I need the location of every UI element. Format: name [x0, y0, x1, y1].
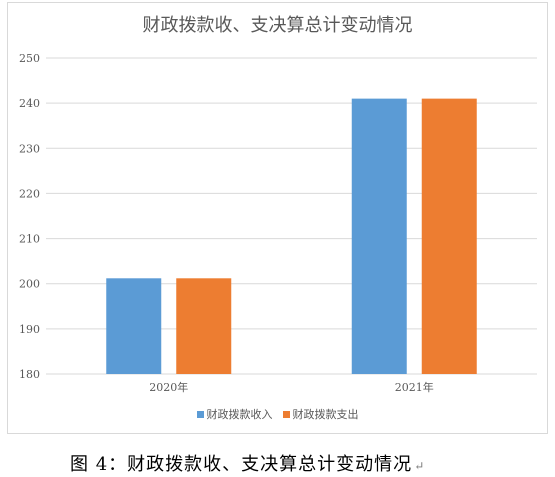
- legend-item: 财政拨款收入: [196, 406, 273, 422]
- bar-income-1: [106, 278, 162, 374]
- paragraph-mark-icon: ↵: [414, 459, 426, 473]
- y-tick-label: 250: [19, 52, 40, 65]
- bar-expense-2: [421, 98, 477, 374]
- y-tick-label: 220: [19, 187, 40, 200]
- chart-legend: 财政拨款收入 财政拨款支出: [8, 406, 547, 422]
- y-tick-label: 200: [19, 278, 40, 291]
- legend-label: 财政拨款支出: [292, 408, 359, 421]
- y-tick-label: 180: [19, 368, 40, 381]
- bar-chart-plot: 180 190 200 210 220 230 240 250 2020年 2021年: [19, 52, 537, 394]
- y-tick-label: 240: [19, 97, 40, 110]
- y-tick-label: 210: [19, 233, 40, 246]
- caption-text: 图 4：财政拨款收、支决算总计变动情况: [70, 454, 413, 475]
- figure-caption: 图 4：财政拨款收、支决算总计变动情况 ↵: [70, 450, 425, 476]
- bar-income-2: [351, 98, 407, 374]
- legend-item: 财政拨款支出: [282, 406, 359, 422]
- legend-swatch: [196, 410, 204, 418]
- chart-title: 财政拨款收、支决算总计变动情况: [142, 15, 413, 36]
- y-tick-label: 230: [19, 142, 40, 155]
- legend-label: 财政拨款收入: [206, 408, 273, 421]
- y-tick-label: 190: [19, 323, 40, 336]
- chart-frame: 财政拨款收、支决算总计变动情况 180 190 200 210 220 230 240 250…: [7, 2, 548, 434]
- x-tick-label: 2021年: [395, 380, 434, 394]
- x-tick-label: 2020年: [149, 380, 188, 394]
- legend-swatch: [282, 410, 290, 418]
- bar-expense-1: [176, 278, 232, 374]
